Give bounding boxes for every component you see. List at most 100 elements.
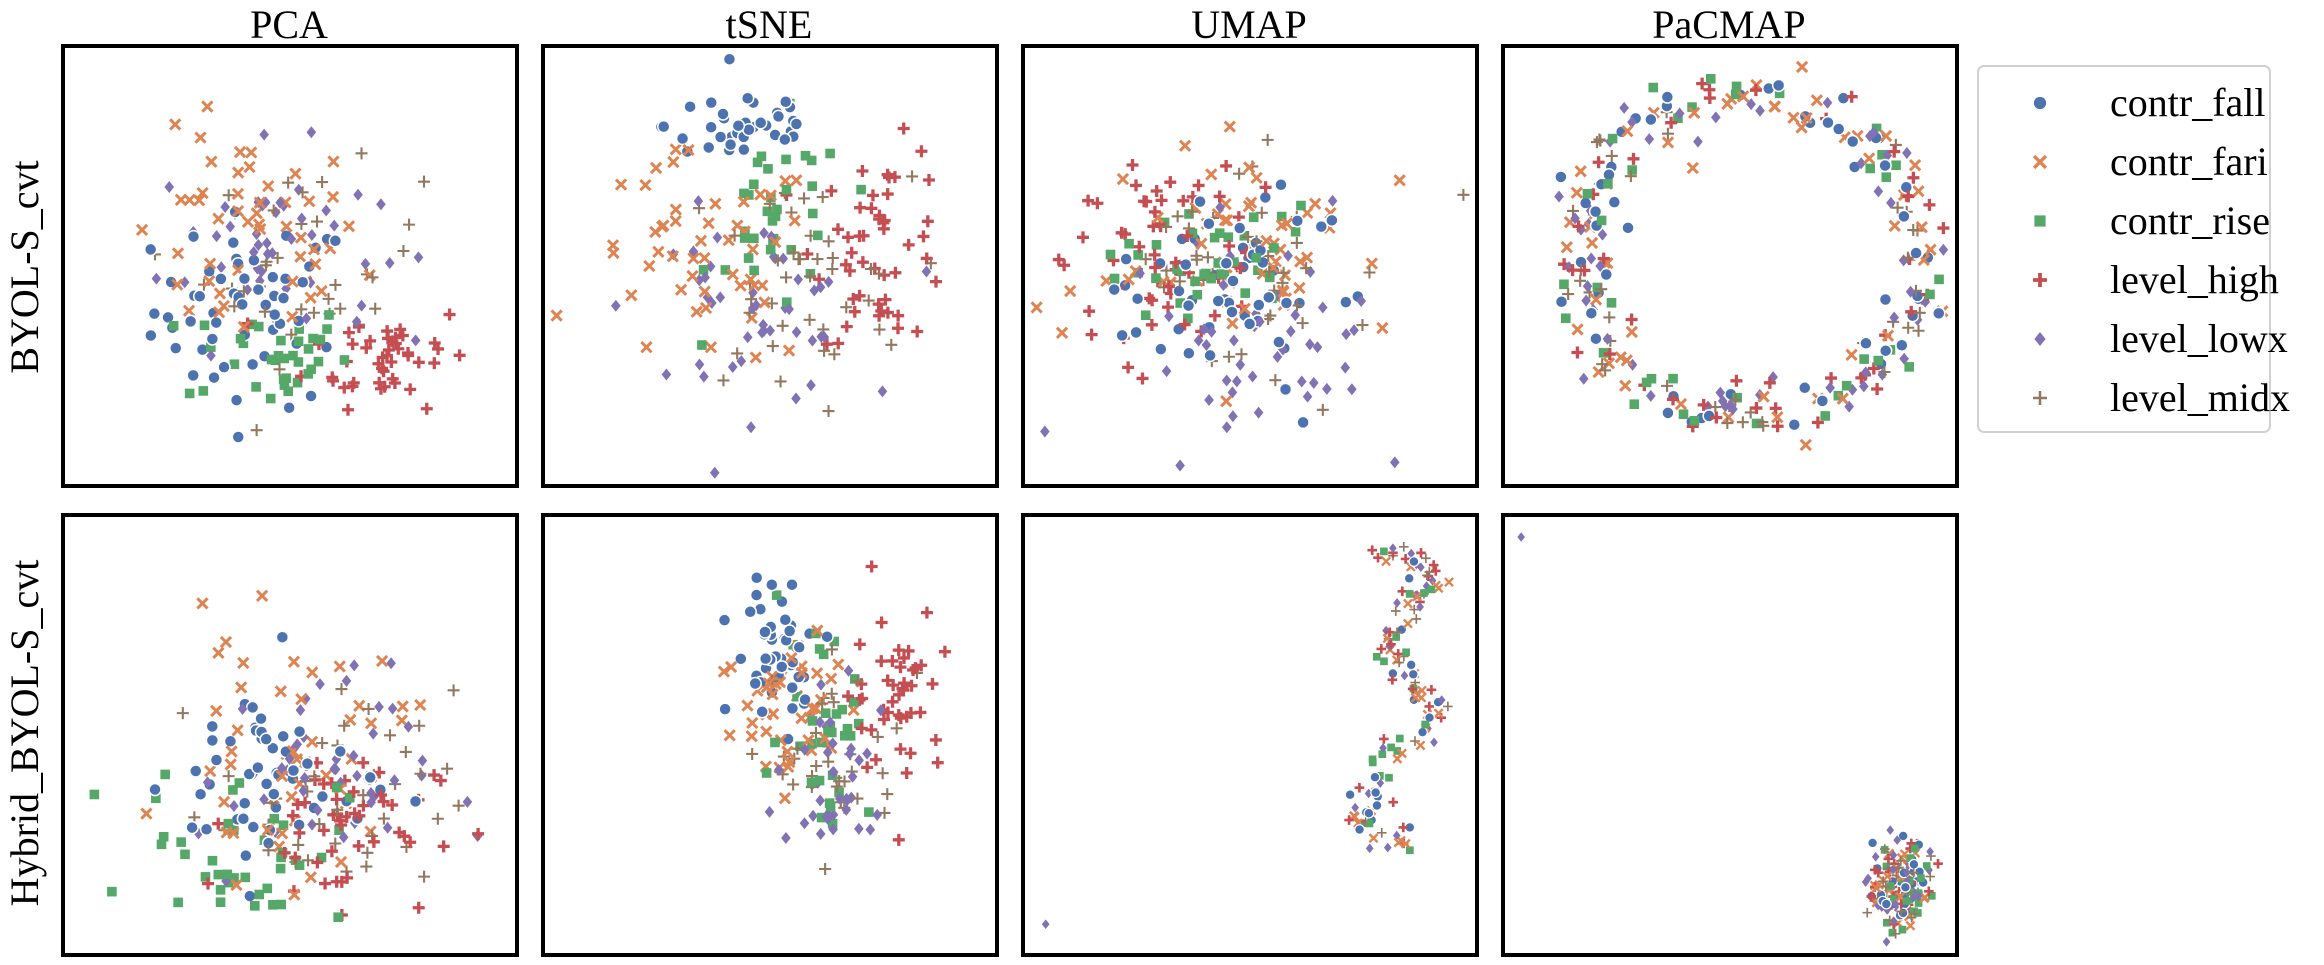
point-contr-rise xyxy=(213,869,224,880)
point-contr-rise xyxy=(1223,232,1234,242)
point-level-high xyxy=(1162,280,1175,293)
point-contr-fall xyxy=(1897,209,1911,224)
point-level-lowx xyxy=(348,749,359,762)
point-contr-rise xyxy=(251,382,261,392)
point-contr-rise xyxy=(206,342,216,352)
point-level-high xyxy=(420,402,433,415)
point-contr-rise xyxy=(825,148,835,159)
point-level-lowx xyxy=(815,827,826,840)
point-level-lowx xyxy=(843,664,854,677)
point-level-lowx xyxy=(1882,937,1891,947)
point-contr-rise xyxy=(1183,313,1193,324)
point-contr-rise xyxy=(333,912,343,923)
point-level-midx xyxy=(881,788,894,801)
point-level-lowx xyxy=(151,272,162,285)
point-contr-fari xyxy=(327,155,340,168)
point-contr-rise xyxy=(853,718,864,729)
point-contr-rise xyxy=(334,825,344,835)
point-level-lowx xyxy=(1235,358,1246,371)
point-level-high xyxy=(847,293,860,306)
point-contr-rise xyxy=(766,192,776,203)
point-level-high xyxy=(1597,252,1610,265)
point-level-lowx xyxy=(1582,280,1593,293)
point-contr-fari xyxy=(255,589,269,603)
point-contr-fari xyxy=(315,284,328,298)
point-level-lowx xyxy=(349,659,359,672)
point-contr-fall xyxy=(147,306,162,321)
point-contr-rise xyxy=(818,649,829,660)
point-contr-fall xyxy=(1314,219,1329,234)
point-contr-rise xyxy=(1406,846,1414,855)
point-level-high xyxy=(900,766,913,779)
point-contr-rise xyxy=(283,386,294,397)
point-level-midx xyxy=(787,778,800,791)
point-contr-fall xyxy=(1599,267,1614,282)
point-level-lowx xyxy=(1247,370,1258,383)
point-level-lowx xyxy=(1674,107,1685,120)
point-level-high xyxy=(1376,644,1387,654)
point-contr-rise xyxy=(1175,298,1185,308)
point-level-lowx xyxy=(781,831,791,844)
point-contr-fari xyxy=(1757,390,1770,403)
point-level-midx xyxy=(728,229,741,242)
point-level-high xyxy=(1373,552,1383,563)
point-level-midx xyxy=(1263,265,1276,278)
point-contr-rise xyxy=(269,813,280,824)
point-level-high xyxy=(872,298,885,311)
point-level-midx xyxy=(1262,250,1275,263)
point-contr-rise xyxy=(765,244,776,255)
point-level-midx xyxy=(803,313,816,326)
point-level-lowx xyxy=(271,206,281,219)
point-level-high xyxy=(915,145,928,158)
point-level-lowx xyxy=(1825,381,1835,394)
point-level-lowx xyxy=(611,299,621,312)
legend-marker-level-lowx xyxy=(2034,332,2046,346)
point-contr-fari xyxy=(1030,301,1043,314)
point-level-lowx xyxy=(1877,368,1888,381)
point-contr-rise xyxy=(756,151,767,162)
point-level-lowx xyxy=(352,769,362,782)
legend-frame xyxy=(1977,65,2271,433)
point-level-high xyxy=(394,323,407,336)
point-contr-fari xyxy=(640,341,653,354)
point-contr-rise xyxy=(1214,228,1225,238)
scatter-panel-byol-pca xyxy=(61,44,519,488)
point-level-lowx xyxy=(1856,157,1867,170)
point-level-lowx xyxy=(259,128,269,141)
column-title-umap: UMAP xyxy=(1191,2,1307,47)
point-contr-fall xyxy=(143,242,158,257)
point-contr-fall xyxy=(292,724,307,739)
point-level-lowx xyxy=(1283,249,1293,262)
point-level-midx xyxy=(222,189,235,202)
point-level-midx xyxy=(1880,844,1890,854)
point-level-lowx xyxy=(1873,185,1884,198)
point-level-midx xyxy=(1182,222,1195,235)
point-level-high xyxy=(825,184,838,197)
point-contr-rise xyxy=(1888,928,1897,937)
point-contr-rise xyxy=(229,873,239,883)
point-level-lowx xyxy=(702,291,713,304)
point-level-high xyxy=(881,188,894,201)
point-contr-fall xyxy=(237,796,252,810)
point-contr-fall xyxy=(1274,177,1288,192)
point-level-high xyxy=(866,189,879,202)
point-level-high xyxy=(920,252,933,265)
point-level-lowx xyxy=(1204,394,1214,407)
legend-markers xyxy=(2032,95,2048,405)
point-level-high xyxy=(917,230,930,243)
point-contr-fari xyxy=(550,309,563,322)
point-contr-rise xyxy=(292,377,303,388)
point-level-lowx xyxy=(727,360,738,373)
point-contr-fari xyxy=(682,143,695,157)
point-contr-fall xyxy=(1660,90,1675,104)
point-contr-fall xyxy=(740,91,755,106)
point-contr-fall xyxy=(328,234,343,248)
point-contr-fari xyxy=(1277,285,1290,299)
point-contr-fari xyxy=(1687,106,1701,119)
point-level-lowx xyxy=(275,196,285,209)
point-level-lowx xyxy=(715,291,726,304)
point-level-high xyxy=(1933,858,1943,869)
point-contr-rise xyxy=(215,885,226,895)
point-contr-rise xyxy=(1385,773,1393,782)
point-level-high xyxy=(202,877,215,890)
